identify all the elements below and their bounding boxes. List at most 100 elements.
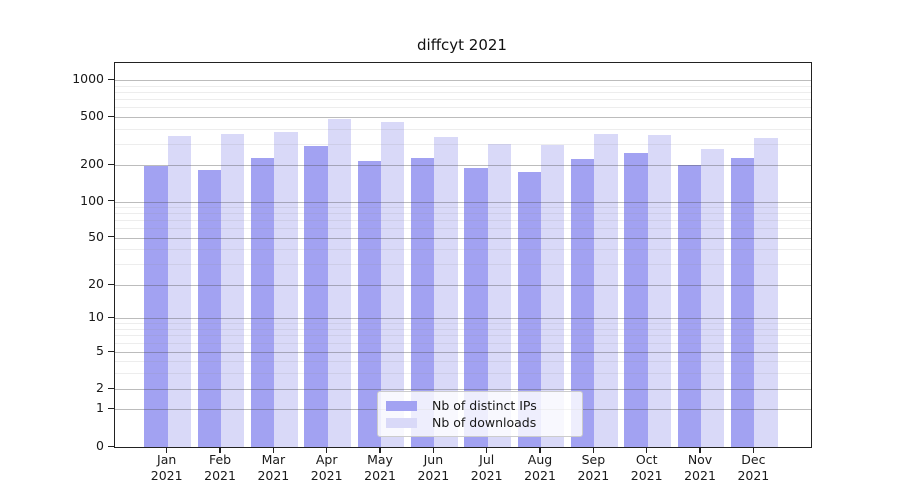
gridline-minor-700 xyxy=(115,99,811,101)
x-tick-label-nov-2021: Nov 2021 xyxy=(684,452,716,483)
plot-canvas xyxy=(115,63,811,447)
gridline-major-1000 xyxy=(115,80,811,81)
bar-nb-of-distinct-ips-sep-2021 xyxy=(570,158,595,447)
x-tick-label-aug-2021: Aug 2021 xyxy=(524,452,556,483)
gridline-minor-90 xyxy=(115,207,811,208)
x-tick-label-feb-2021: Feb 2021 xyxy=(204,452,236,483)
gridline-minor-8 xyxy=(115,328,811,330)
x-tick-mark-feb-2021 xyxy=(219,447,221,453)
bar-nb-of-distinct-ips-jan-2021 xyxy=(144,166,168,447)
y-tick-label-200: 200 xyxy=(80,156,104,171)
gridline-major-200 xyxy=(115,165,811,166)
x-tick-mark-oct-2021 xyxy=(646,447,648,453)
y-tick-label-1000: 1000 xyxy=(72,71,104,86)
bar-nb-of-distinct-ips-nov-2021 xyxy=(677,165,702,447)
x-tick-label-jul-2021: Jul 2021 xyxy=(470,452,503,483)
gridline-major-10 xyxy=(115,318,811,319)
legend-row-nb-of-downloads: Nb of downloads xyxy=(386,414,574,431)
y-tick-label-500: 500 xyxy=(80,108,104,123)
gridline-major-500 xyxy=(115,117,811,118)
y-tick-label-2: 2 xyxy=(96,380,104,396)
y-tick-mark-1 xyxy=(108,407,114,409)
y-tick-mark-50 xyxy=(108,236,114,238)
bar-nb-of-downloads-mar-2021 xyxy=(274,132,298,447)
x-tick-label-oct-2021: Oct 2021 xyxy=(630,452,663,483)
gridline-major-20 xyxy=(115,285,811,287)
legend-label-nb-of-distinct-ips: Nb of distinct IPs xyxy=(432,398,537,413)
x-tick-label-sep-2021: Sep 2021 xyxy=(577,452,610,483)
legend-swatch-nb-of-distinct-ips xyxy=(386,400,417,411)
gridline-minor-3 xyxy=(115,372,811,374)
gridline-major-100 xyxy=(115,201,811,203)
bar-nb-of-downloads-feb-2021 xyxy=(221,134,245,447)
x-tick-mark-apr-2021 xyxy=(326,447,328,453)
y-tick-mark-5 xyxy=(108,350,114,352)
x-tick-label-apr-2021: Apr 2021 xyxy=(310,452,343,483)
x-tick-label-may-2021: May 2021 xyxy=(364,452,396,483)
gridline-minor-9 xyxy=(115,323,811,325)
legend-swatch-nb-of-downloads xyxy=(386,417,417,428)
bar-nb-of-distinct-ips-jul-2021 xyxy=(464,167,488,447)
x-tick-mark-aug-2021 xyxy=(539,447,541,453)
bar-nb-of-downloads-dec-2021 xyxy=(754,137,778,447)
legend-label-nb-of-downloads: Nb of downloads xyxy=(432,415,537,430)
chart-title: diffcyt 2021 xyxy=(417,36,507,54)
bar-nb-of-distinct-ips-apr-2021 xyxy=(304,145,328,447)
y-tick-label-100: 100 xyxy=(80,192,104,208)
gridline-minor-6 xyxy=(115,343,811,345)
gridline-minor-80 xyxy=(115,213,811,215)
bar-nb-of-downloads-nov-2021 xyxy=(701,149,725,447)
bar-nb-of-distinct-ips-jun-2021 xyxy=(410,158,435,447)
bar-nb-of-downloads-aug-2021 xyxy=(541,144,565,447)
gridline-minor-30 xyxy=(115,264,811,266)
y-tick-mark-500 xyxy=(108,115,114,117)
x-tick-mark-jun-2021 xyxy=(432,447,434,453)
x-tick-label-mar-2021: Mar 2021 xyxy=(257,452,290,483)
x-tick-mark-jul-2021 xyxy=(486,447,488,453)
gridline-minor-7 xyxy=(115,335,811,337)
y-tick-mark-100 xyxy=(108,200,114,202)
y-tick-label-50: 50 xyxy=(88,228,104,244)
bar-nb-of-downloads-jul-2021 xyxy=(487,143,512,447)
gridline-minor-600 xyxy=(115,107,811,109)
x-tick-mark-dec-2021 xyxy=(752,447,754,453)
bar-nb-of-distinct-ips-feb-2021 xyxy=(197,170,222,447)
y-tick-label-0: 0 xyxy=(96,438,104,453)
bar-nb-of-downloads-apr-2021 xyxy=(327,119,352,447)
legend: Nb of distinct IPs Nb of downloads xyxy=(377,391,583,437)
x-tick-label-jun-2021: Jun 2021 xyxy=(417,452,450,483)
gridline-minor-60 xyxy=(115,228,811,230)
bar-nb-of-downloads-may-2021 xyxy=(381,121,405,447)
x-tick-mark-mar-2021 xyxy=(272,447,274,453)
bar-nb-of-distinct-ips-mar-2021 xyxy=(250,158,275,447)
y-tick-label-5: 5 xyxy=(96,343,104,358)
plot-area xyxy=(114,62,812,448)
y-tick-label-10: 10 xyxy=(88,309,104,324)
gridline-minor-4 xyxy=(115,361,811,363)
gridline-minor-800 xyxy=(115,91,811,93)
gridline-major-50 xyxy=(115,237,811,239)
x-tick-mark-sep-2021 xyxy=(592,447,594,453)
y-tick-mark-20 xyxy=(108,283,114,285)
y-tick-mark-2 xyxy=(108,387,114,389)
x-tick-mark-jan-2021 xyxy=(166,447,168,453)
x-tick-label-dec-2021: Dec 2021 xyxy=(737,452,770,483)
gridline-minor-900 xyxy=(115,85,811,87)
bar-nb-of-downloads-sep-2021 xyxy=(594,133,618,447)
bar-nb-of-distinct-ips-aug-2021 xyxy=(517,172,542,447)
gridline-minor-400 xyxy=(115,128,811,130)
x-tick-mark-nov-2021 xyxy=(699,447,701,453)
y-tick-label-1: 1 xyxy=(96,400,104,416)
bar-nb-of-downloads-jun-2021 xyxy=(434,137,458,447)
gridline-major-5 xyxy=(115,352,811,353)
x-tick-mark-may-2021 xyxy=(379,447,381,453)
gridline-minor-300 xyxy=(115,143,811,145)
bar-nb-of-downloads-oct-2021 xyxy=(647,134,672,447)
y-tick-label-20: 20 xyxy=(88,276,104,292)
gridline-major-2 xyxy=(115,389,811,391)
bar-nb-of-distinct-ips-oct-2021 xyxy=(624,152,648,447)
bar-nb-of-distinct-ips-may-2021 xyxy=(357,160,382,447)
gridline-minor-70 xyxy=(115,220,811,222)
legend-row-nb-of-distinct-ips: Nb of distinct IPs xyxy=(386,397,574,414)
